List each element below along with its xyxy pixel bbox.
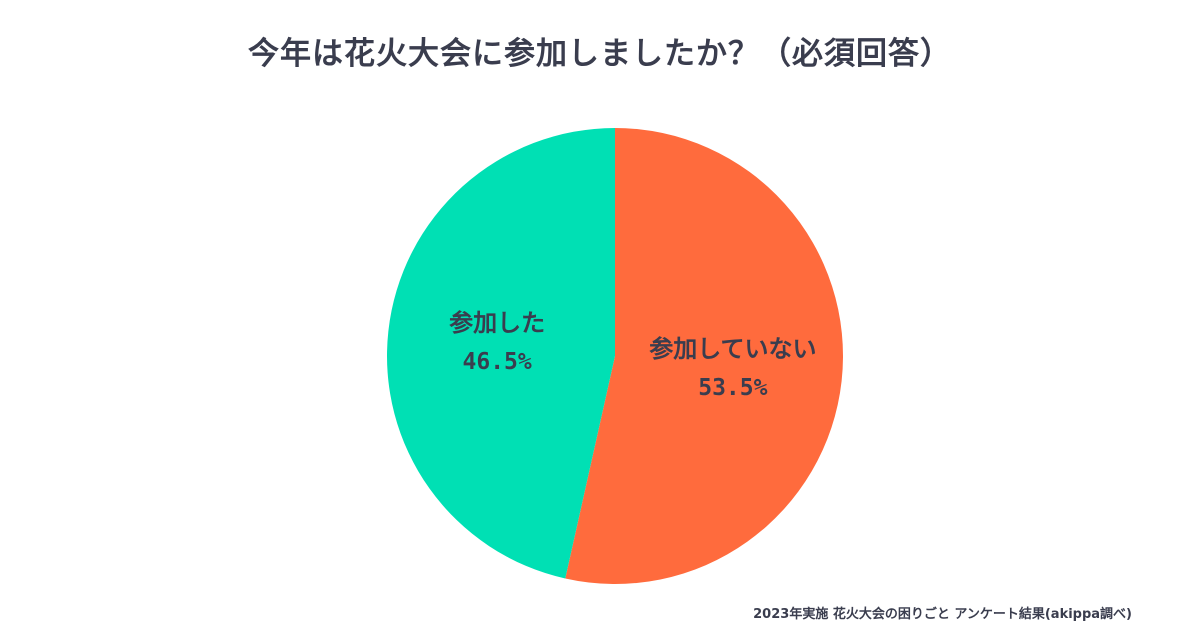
- chart-title: 今年は花火大会に参加しましたか？（必須回答）: [248, 36, 952, 72]
- slice-label-0: 参加していない: [649, 335, 816, 363]
- slice-value-0: 53.5%: [698, 375, 767, 401]
- pie-slice-0: [565, 128, 843, 584]
- pie-slice-1: [386, 128, 615, 579]
- source-footnote: 2023年実施 花火大会の困りごと アンケート結果(akippa調べ): [753, 607, 1132, 622]
- slice-label-1: 参加した: [449, 309, 545, 337]
- slice-value-1: 46.5%: [463, 349, 532, 375]
